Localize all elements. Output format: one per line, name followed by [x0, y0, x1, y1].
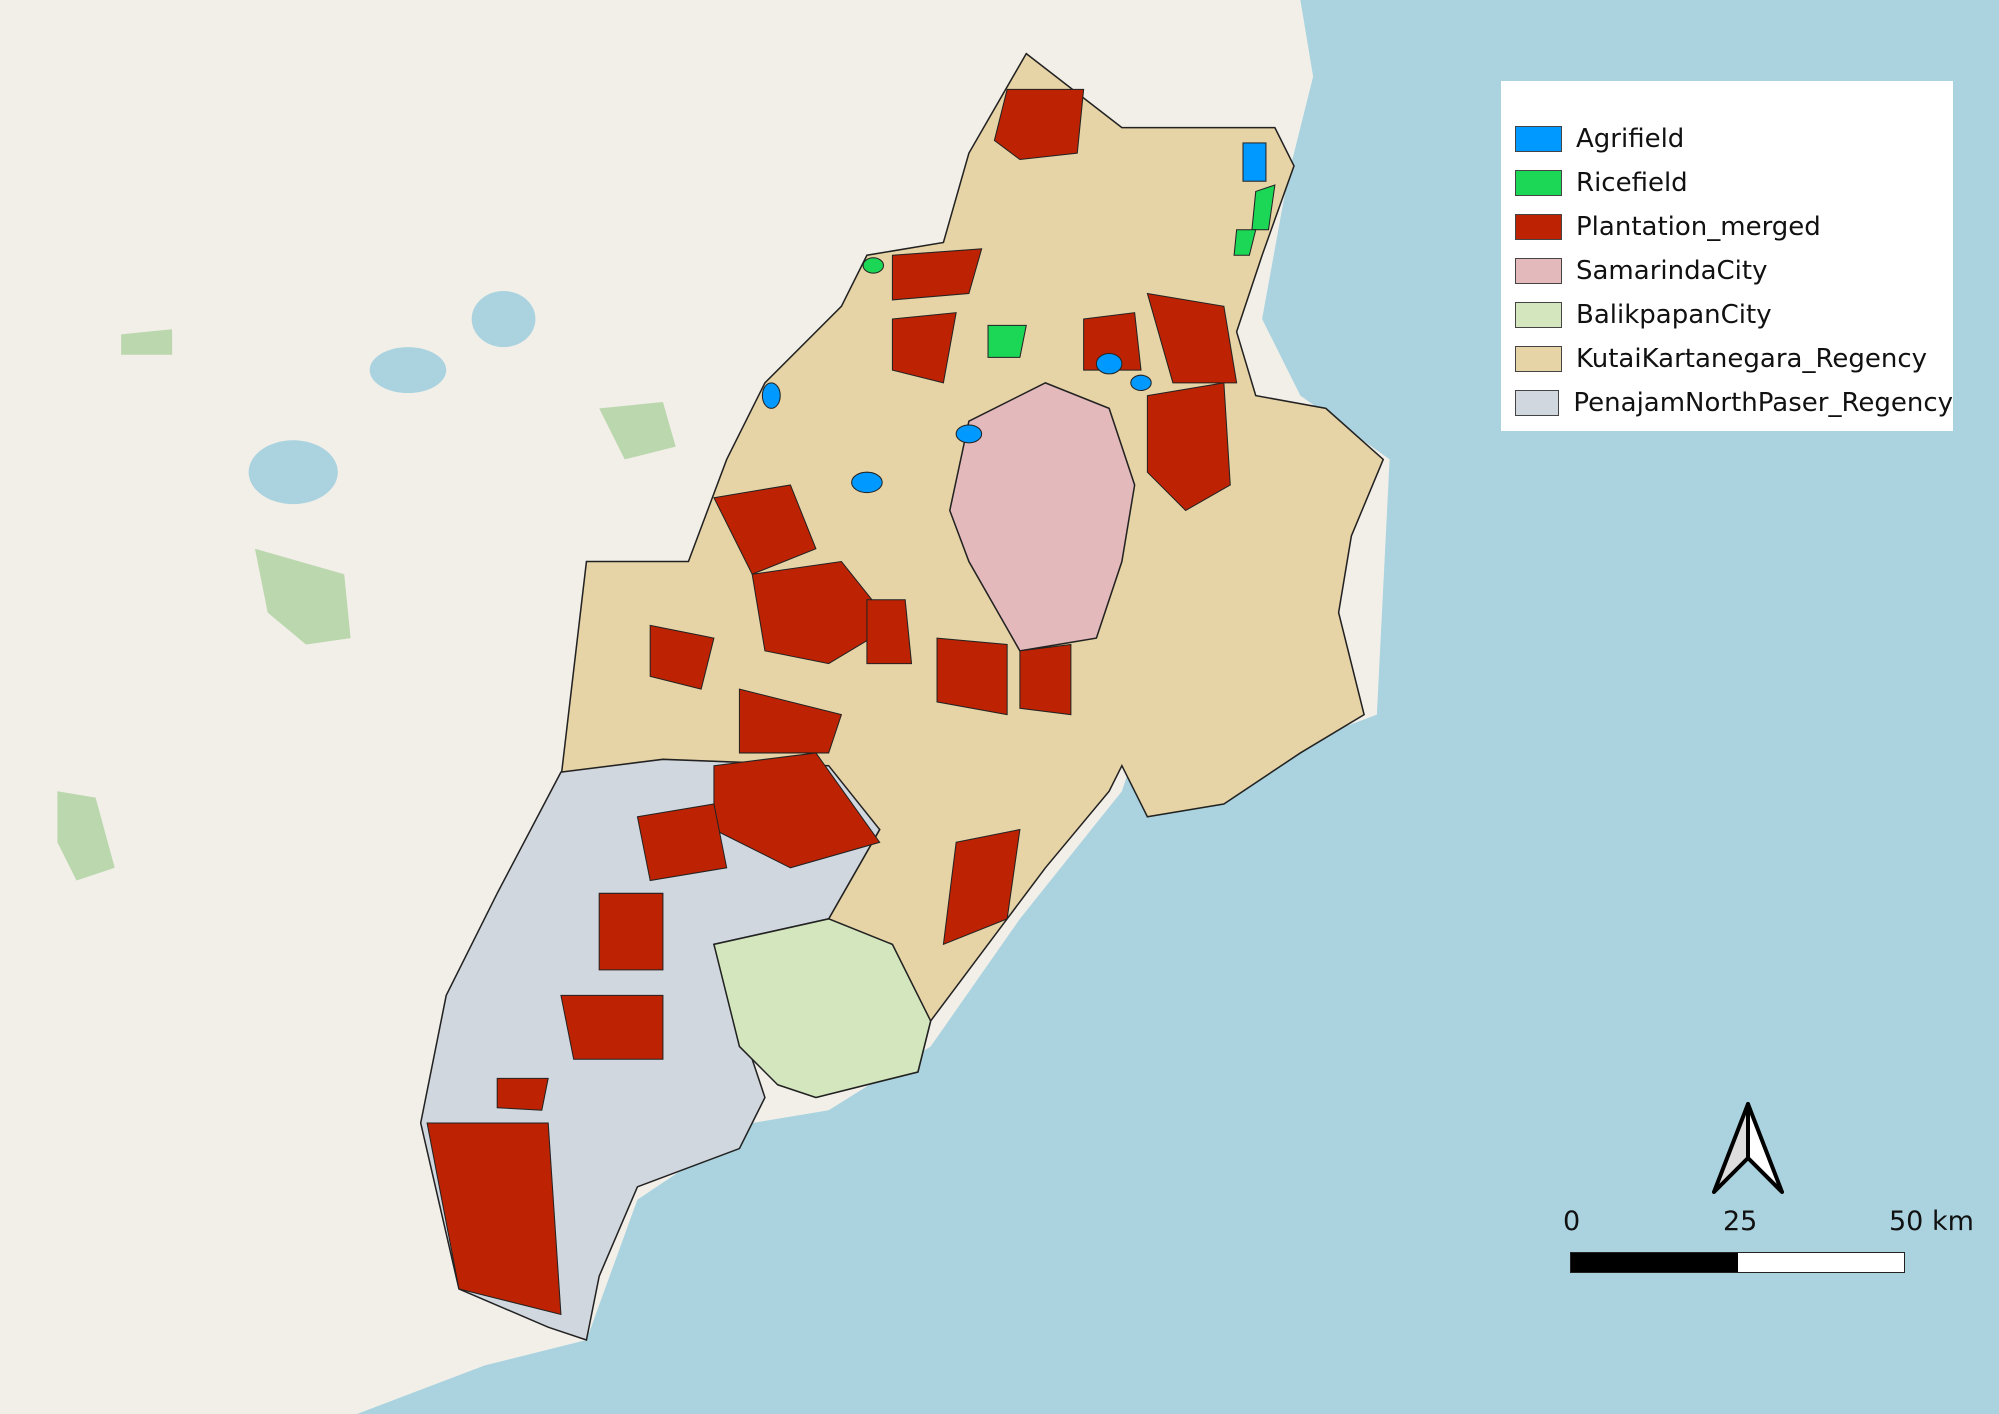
legend-item-balikpapan: BalikpapanCity — [1515, 293, 1953, 337]
scale-bar — [1570, 1252, 1905, 1273]
background-features — [57, 329, 676, 881]
legend-swatch — [1515, 346, 1562, 372]
legend-item-agrifield: Agrifield — [1515, 117, 1953, 161]
legend-swatch — [1515, 302, 1562, 328]
legend-label: PenajamNorthPaser_Regency — [1573, 388, 1953, 418]
agrifield-polygons — [761, 142, 1267, 494]
lakes — [248, 290, 536, 505]
legend-label: Plantation_merged — [1576, 212, 1821, 242]
legend-item-samarinda: SamarindaCity — [1515, 249, 1953, 293]
map-legend: Agrifield Ricefield Plantation_merged Sa… — [1501, 81, 1953, 431]
scale-label-50: 50 km — [1889, 1206, 1974, 1237]
legend-swatch — [1515, 214, 1562, 240]
legend-label: Ricefield — [1576, 168, 1688, 198]
balikpapan-city[interactable] — [712, 918, 932, 1099]
north-arrow-icon — [1712, 1102, 1784, 1194]
scale-label-25: 25 — [1723, 1206, 1758, 1237]
legend-swatch — [1515, 258, 1562, 284]
scale-label-0: 0 — [1563, 1206, 1581, 1237]
legend-item-ricefield: Ricefield — [1515, 161, 1953, 205]
ricefield-polygons — [862, 184, 1276, 358]
legend-item-penajam: PenajamNorthPaser_Regency — [1515, 381, 1953, 425]
legend-swatch — [1515, 390, 1560, 416]
legend-label: SamarindaCity — [1576, 256, 1768, 286]
legend-swatch — [1515, 126, 1562, 152]
legend-item-kutai: KutaiKartanegara_Regency — [1515, 337, 1953, 381]
legend-label: Agrifield — [1576, 124, 1685, 154]
legend-item-plantation: Plantation_merged — [1515, 205, 1953, 249]
plantation-polygons — [426, 88, 1238, 1316]
legend-label: BalikpapanCity — [1576, 300, 1772, 330]
legend-label: KutaiKartanegara_Regency — [1576, 344, 1928, 374]
samarinda-city[interactable] — [948, 382, 1136, 652]
legend-swatch — [1515, 170, 1562, 196]
